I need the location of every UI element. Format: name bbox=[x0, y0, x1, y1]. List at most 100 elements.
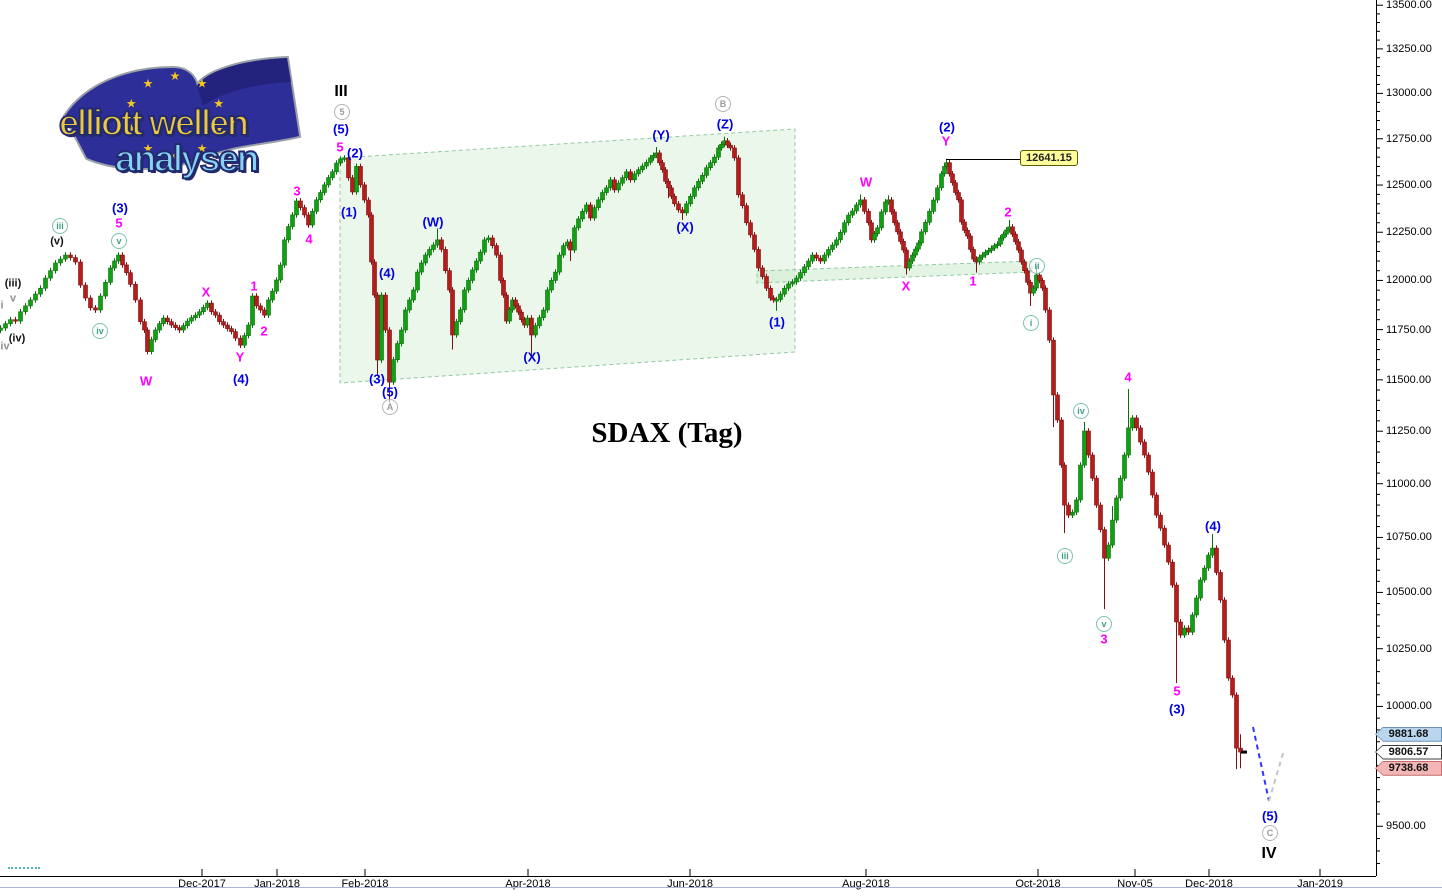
wave-label: W bbox=[859, 174, 873, 190]
wave-label: ii bbox=[1029, 258, 1045, 274]
wave-label: (Y) bbox=[652, 127, 670, 143]
wave-label: (4) bbox=[1205, 518, 1221, 534]
date-tick-label: Jun-2018 bbox=[667, 878, 713, 890]
price-tick-label: 13250.00 bbox=[1386, 42, 1432, 55]
svg-text:★: ★ bbox=[197, 141, 208, 155]
price-tick-label: 11000.00 bbox=[1386, 477, 1432, 490]
wave-label: (3) bbox=[112, 200, 128, 216]
axis-price-tag-white: 9806.57 bbox=[1375, 744, 1442, 760]
date-tick-label: Feb-2018 bbox=[341, 878, 389, 890]
wave-label: 1 bbox=[969, 273, 977, 289]
wave-label: (5) bbox=[333, 121, 349, 137]
price-tick-label: 10500.00 bbox=[1386, 586, 1432, 599]
svg-text:★: ★ bbox=[126, 121, 137, 135]
price-tick-label: 12750.00 bbox=[1386, 132, 1432, 145]
logo-text-analysen: analysen bbox=[114, 137, 260, 180]
wave-label: v bbox=[1096, 616, 1112, 632]
wave-label: 1 bbox=[250, 278, 258, 294]
wave-label: IV bbox=[1261, 845, 1277, 862]
wave-label: (X) bbox=[676, 219, 694, 235]
date-tick-label: Apr-2018 bbox=[505, 878, 551, 890]
price-tick-label: 13500.00 bbox=[1386, 0, 1432, 12]
price-tick-label: 11500.00 bbox=[1386, 373, 1432, 386]
mini-dotted-marker bbox=[8, 867, 40, 869]
wave-label: Y bbox=[235, 349, 245, 365]
wave-label: C bbox=[1262, 825, 1278, 841]
svg-text:★: ★ bbox=[143, 77, 154, 91]
price-tick-label: 13000.00 bbox=[1386, 87, 1432, 100]
wave-label: 5 bbox=[115, 215, 123, 231]
wave-label: (3) bbox=[369, 371, 385, 387]
wave-label: iii bbox=[1057, 548, 1073, 564]
price-tick-label: 11750.00 bbox=[1386, 323, 1432, 336]
price-tick-label: 12500.00 bbox=[1386, 179, 1432, 192]
wave-label: 3 bbox=[1100, 631, 1108, 647]
wave-label: 5 bbox=[336, 139, 344, 155]
axis-price-tag-blue: 9881.68 bbox=[1375, 726, 1442, 742]
wave-label: iv bbox=[1073, 403, 1089, 419]
wave-label: 3 bbox=[293, 183, 301, 199]
date-ticks bbox=[201, 869, 1321, 876]
wave-label: 2 bbox=[1004, 204, 1012, 220]
wave-label: (3) bbox=[1169, 701, 1185, 717]
last-price-dash bbox=[1241, 750, 1247, 754]
date-tick-label: Jan-2019 bbox=[1297, 878, 1343, 890]
wave-label: 4 bbox=[1124, 369, 1132, 385]
trend-channel bbox=[339, 128, 796, 384]
axis-price-tag-red: 9738.68 bbox=[1375, 760, 1442, 776]
wave-label: i bbox=[1023, 315, 1039, 331]
date-tick-label: Dec-2017 bbox=[178, 878, 226, 890]
date-tick-label: Nov-05 bbox=[1117, 878, 1153, 890]
logo-text-elliott-wellen: elliott wellen bbox=[58, 101, 250, 144]
candles-layer bbox=[0, 136, 1243, 770]
wave-label: (5) bbox=[382, 384, 398, 400]
logo: ★ ★ ★ ★ ★ ★ ★ ★ ★ ★ elliott wellen analysen bbox=[55, 52, 340, 207]
wave-label: 5 bbox=[1173, 683, 1181, 699]
wave-label: (Z) bbox=[716, 116, 734, 132]
price-tick-label: 10250.00 bbox=[1386, 642, 1432, 655]
wave-label: (4) bbox=[379, 265, 395, 281]
svg-text:★: ★ bbox=[143, 141, 154, 155]
wave-label: (1) bbox=[341, 204, 357, 220]
wave-label: B bbox=[715, 96, 731, 112]
wave-label: (1) bbox=[769, 314, 785, 330]
svg-text:★: ★ bbox=[126, 97, 137, 111]
wave-label: (iii) bbox=[4, 277, 22, 290]
peak-price-tag: 12641.15 bbox=[1020, 150, 1078, 166]
wave-label: X bbox=[901, 278, 911, 294]
wave-label: (v) bbox=[50, 235, 64, 248]
wave-label: iii bbox=[52, 218, 68, 234]
date-tick-label: Aug-2018 bbox=[842, 878, 890, 890]
wave-label: iv bbox=[0, 340, 10, 353]
wave-label: (X) bbox=[523, 349, 541, 365]
wave-label: III bbox=[334, 83, 348, 100]
wave-label: A bbox=[382, 399, 398, 415]
wave-label: (2) bbox=[939, 119, 955, 135]
wave-label: v bbox=[111, 233, 127, 249]
wave-label: (2) bbox=[347, 145, 363, 161]
svg-text:★: ★ bbox=[213, 97, 224, 111]
wave-label: (W) bbox=[422, 214, 444, 230]
svg-text:★: ★ bbox=[197, 77, 208, 91]
wave-label: iv bbox=[92, 323, 108, 339]
price-tick-label: 10000.00 bbox=[1386, 700, 1432, 713]
eu-flag-icon: ★ ★ ★ ★ ★ ★ ★ ★ ★ ★ bbox=[62, 55, 302, 171]
wave-label: i bbox=[0, 299, 4, 312]
date-tick-label: Jan-2018 bbox=[254, 878, 300, 890]
price-tick-label: 12000.00 bbox=[1386, 274, 1432, 287]
wave-label: 2 bbox=[260, 323, 268, 339]
price-ticks bbox=[1377, 4, 1383, 864]
price-tick-label: 10750.00 bbox=[1386, 531, 1432, 544]
chart-title: SDAX (Tag) bbox=[591, 417, 743, 449]
price-tick-label: 11250.00 bbox=[1386, 425, 1432, 438]
svg-text:★: ★ bbox=[170, 69, 181, 83]
date-tick-label: Dec-2018 bbox=[1185, 878, 1233, 890]
window-bottom-border bbox=[0, 887, 1442, 888]
wave-label: Y bbox=[941, 133, 951, 149]
wave-label: (iv) bbox=[8, 332, 26, 345]
svg-text:★: ★ bbox=[213, 121, 224, 135]
price-tick-label: 9500.00 bbox=[1386, 820, 1426, 833]
projection-up-line bbox=[1268, 749, 1285, 802]
